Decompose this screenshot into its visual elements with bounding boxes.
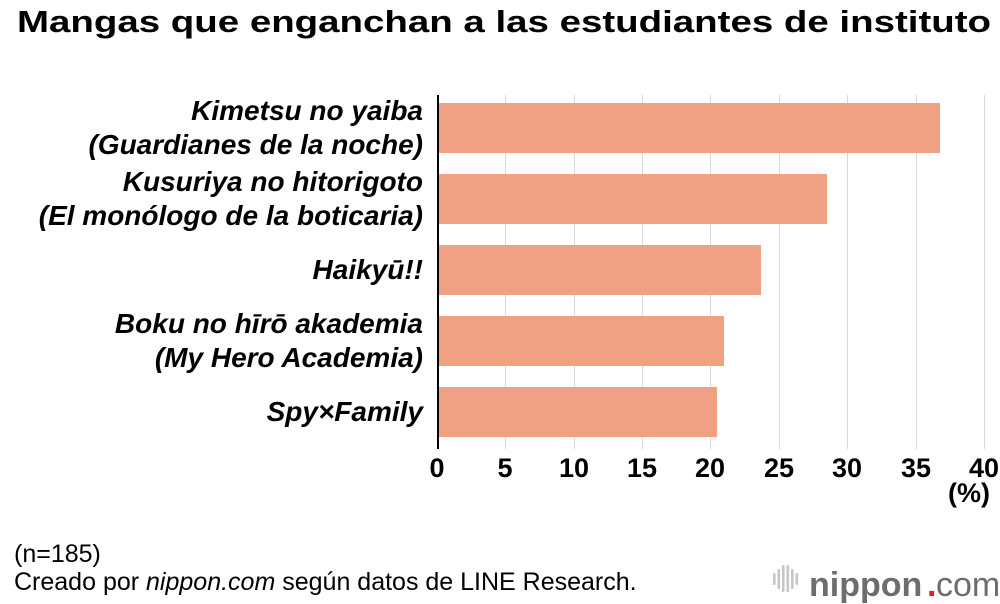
svg-text:nippon: nippon [809,566,922,604]
svg-text:com: com [936,566,1000,604]
